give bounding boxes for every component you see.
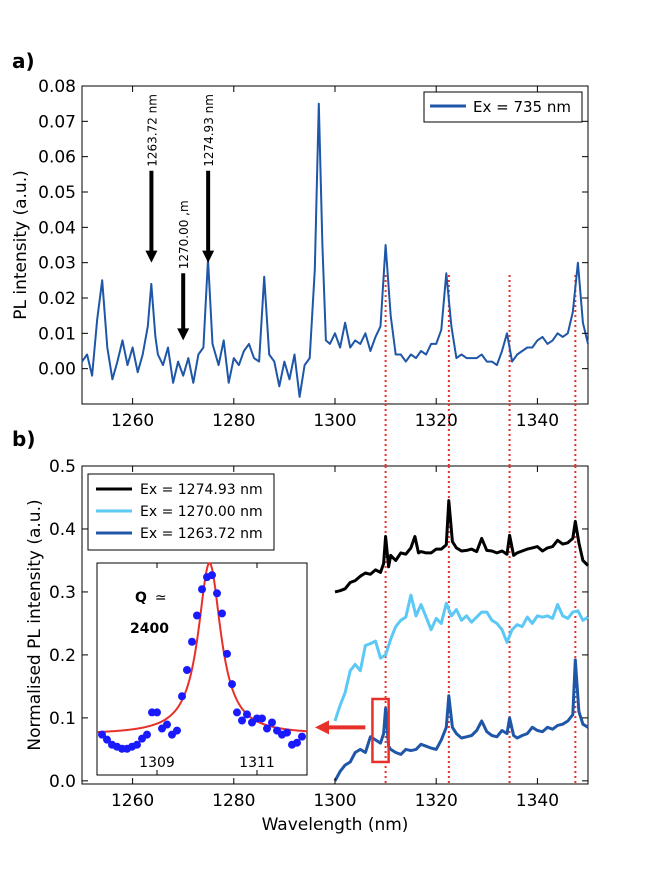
figure: a) b) 0.00 0.01 0.02 0.03 0.04 0.05 0.06 0.07 0.… (0, 0, 654, 872)
panel-a-arrow-head (177, 328, 189, 340)
inset-arrow-head (315, 720, 329, 734)
panel-b-xtick-label: 1260 (111, 791, 154, 811)
inset-data-point (173, 727, 181, 735)
panel-a-ytick-label: 0.04 (38, 218, 76, 238)
inset-data-point (208, 571, 216, 579)
panel-b-y-label: Normalised PL intensity (a.u.) (25, 499, 45, 750)
inset-data-point (153, 708, 161, 716)
legend-label-1270: Ex = 1270.00 nm (140, 504, 263, 520)
panel-a-y-label: PL intensity (a.u.) (11, 170, 31, 320)
inset-data-point (243, 710, 251, 718)
panel-a-arrow-head (202, 251, 214, 263)
inset-data-point (193, 611, 201, 619)
inset-data-point (283, 729, 291, 737)
panel-a-ytick-label: 0.00 (38, 360, 76, 380)
panel-b-plot (315, 404, 588, 784)
panel-b-x-label: Wavelength (nm) (262, 815, 409, 835)
panel-a-ytick-label: 0.07 (38, 112, 76, 132)
panel-b-series-line (335, 501, 588, 592)
panel-b-xtick-label: 1320 (415, 791, 458, 811)
inset-q-symbol: ≃ (155, 590, 167, 606)
inset-q-letter: Q (135, 590, 147, 606)
inset-data-point (268, 719, 276, 727)
panel-b-xtick-label: 1300 (313, 791, 356, 811)
panel-a-xtick-label: 1340 (516, 411, 559, 431)
panel-a-legend: Ex = 735 nm (424, 92, 582, 122)
panel-b-ytick-label: 0.2 (49, 646, 76, 666)
inset-data-point (178, 692, 186, 700)
inset-data-point (233, 708, 241, 716)
inset-data-point (223, 650, 231, 658)
panel-label-a: a) (12, 49, 35, 73)
legend-label-1274: Ex = 1274.93 nm (140, 482, 263, 498)
annotation-1270-00: 1270.00 ,m (177, 200, 191, 269)
panel-a-arrow-head (145, 251, 157, 263)
legend-label-735: Ex = 735 nm (473, 98, 571, 116)
inset-data-point (183, 666, 191, 674)
panel-a-ytick-label: 0.01 (38, 324, 76, 344)
panel-a-ytick-label: 0.06 (38, 148, 76, 168)
panel-b-ytick-label: 0.3 (49, 583, 76, 603)
inset-data-point (298, 733, 306, 741)
panel-a-ytick-label: 0.03 (38, 254, 76, 274)
panel-b-xtick-label: 1340 (516, 791, 559, 811)
panel-b-ytick-label: 0.4 (49, 520, 76, 540)
panel-b-ytick-label: 0.5 (49, 457, 76, 477)
inset-q-value: 2400 (130, 621, 169, 637)
inset-data-point (198, 585, 206, 593)
legend-label-1263: Ex = 1263.72 nm (140, 526, 263, 542)
inset-data-point (143, 731, 151, 739)
annotation-1263-72: 1263.72 nm (145, 94, 159, 167)
panel-a-ytick-label: 0.08 (38, 77, 76, 97)
inset-xtick-label: 1311 (239, 755, 275, 771)
inset-data-point (228, 680, 236, 688)
inset-data-point (258, 714, 266, 722)
panel-a-ytick-label: 0.02 (38, 289, 76, 309)
panel-b-xtick-label: 1280 (212, 791, 255, 811)
panel-a-xtick-label: 1300 (313, 411, 356, 431)
panel-a-xtick-label: 1260 (111, 411, 154, 431)
inset-data-point (188, 638, 196, 646)
inset-data-point (163, 721, 171, 729)
panel-label-b: b) (12, 427, 35, 451)
panel-a-xtick-label: 1280 (212, 411, 255, 431)
panel-b-ytick-label: 0.1 (49, 709, 76, 729)
annotation-1274-93: 1274.93 nm (202, 94, 216, 167)
panel-b-legend: Ex = 1274.93 nm Ex = 1270.00 nm Ex = 126… (88, 474, 274, 550)
inset-data-point (213, 589, 221, 597)
panel-b-ytick-label: 0.0 (49, 772, 76, 792)
panel-a-ytick-label: 0.05 (38, 183, 76, 203)
inset-xtick-label: 1309 (139, 755, 175, 771)
inset-data-point (218, 609, 226, 617)
panel-a-xtick-label: 1320 (415, 411, 458, 431)
